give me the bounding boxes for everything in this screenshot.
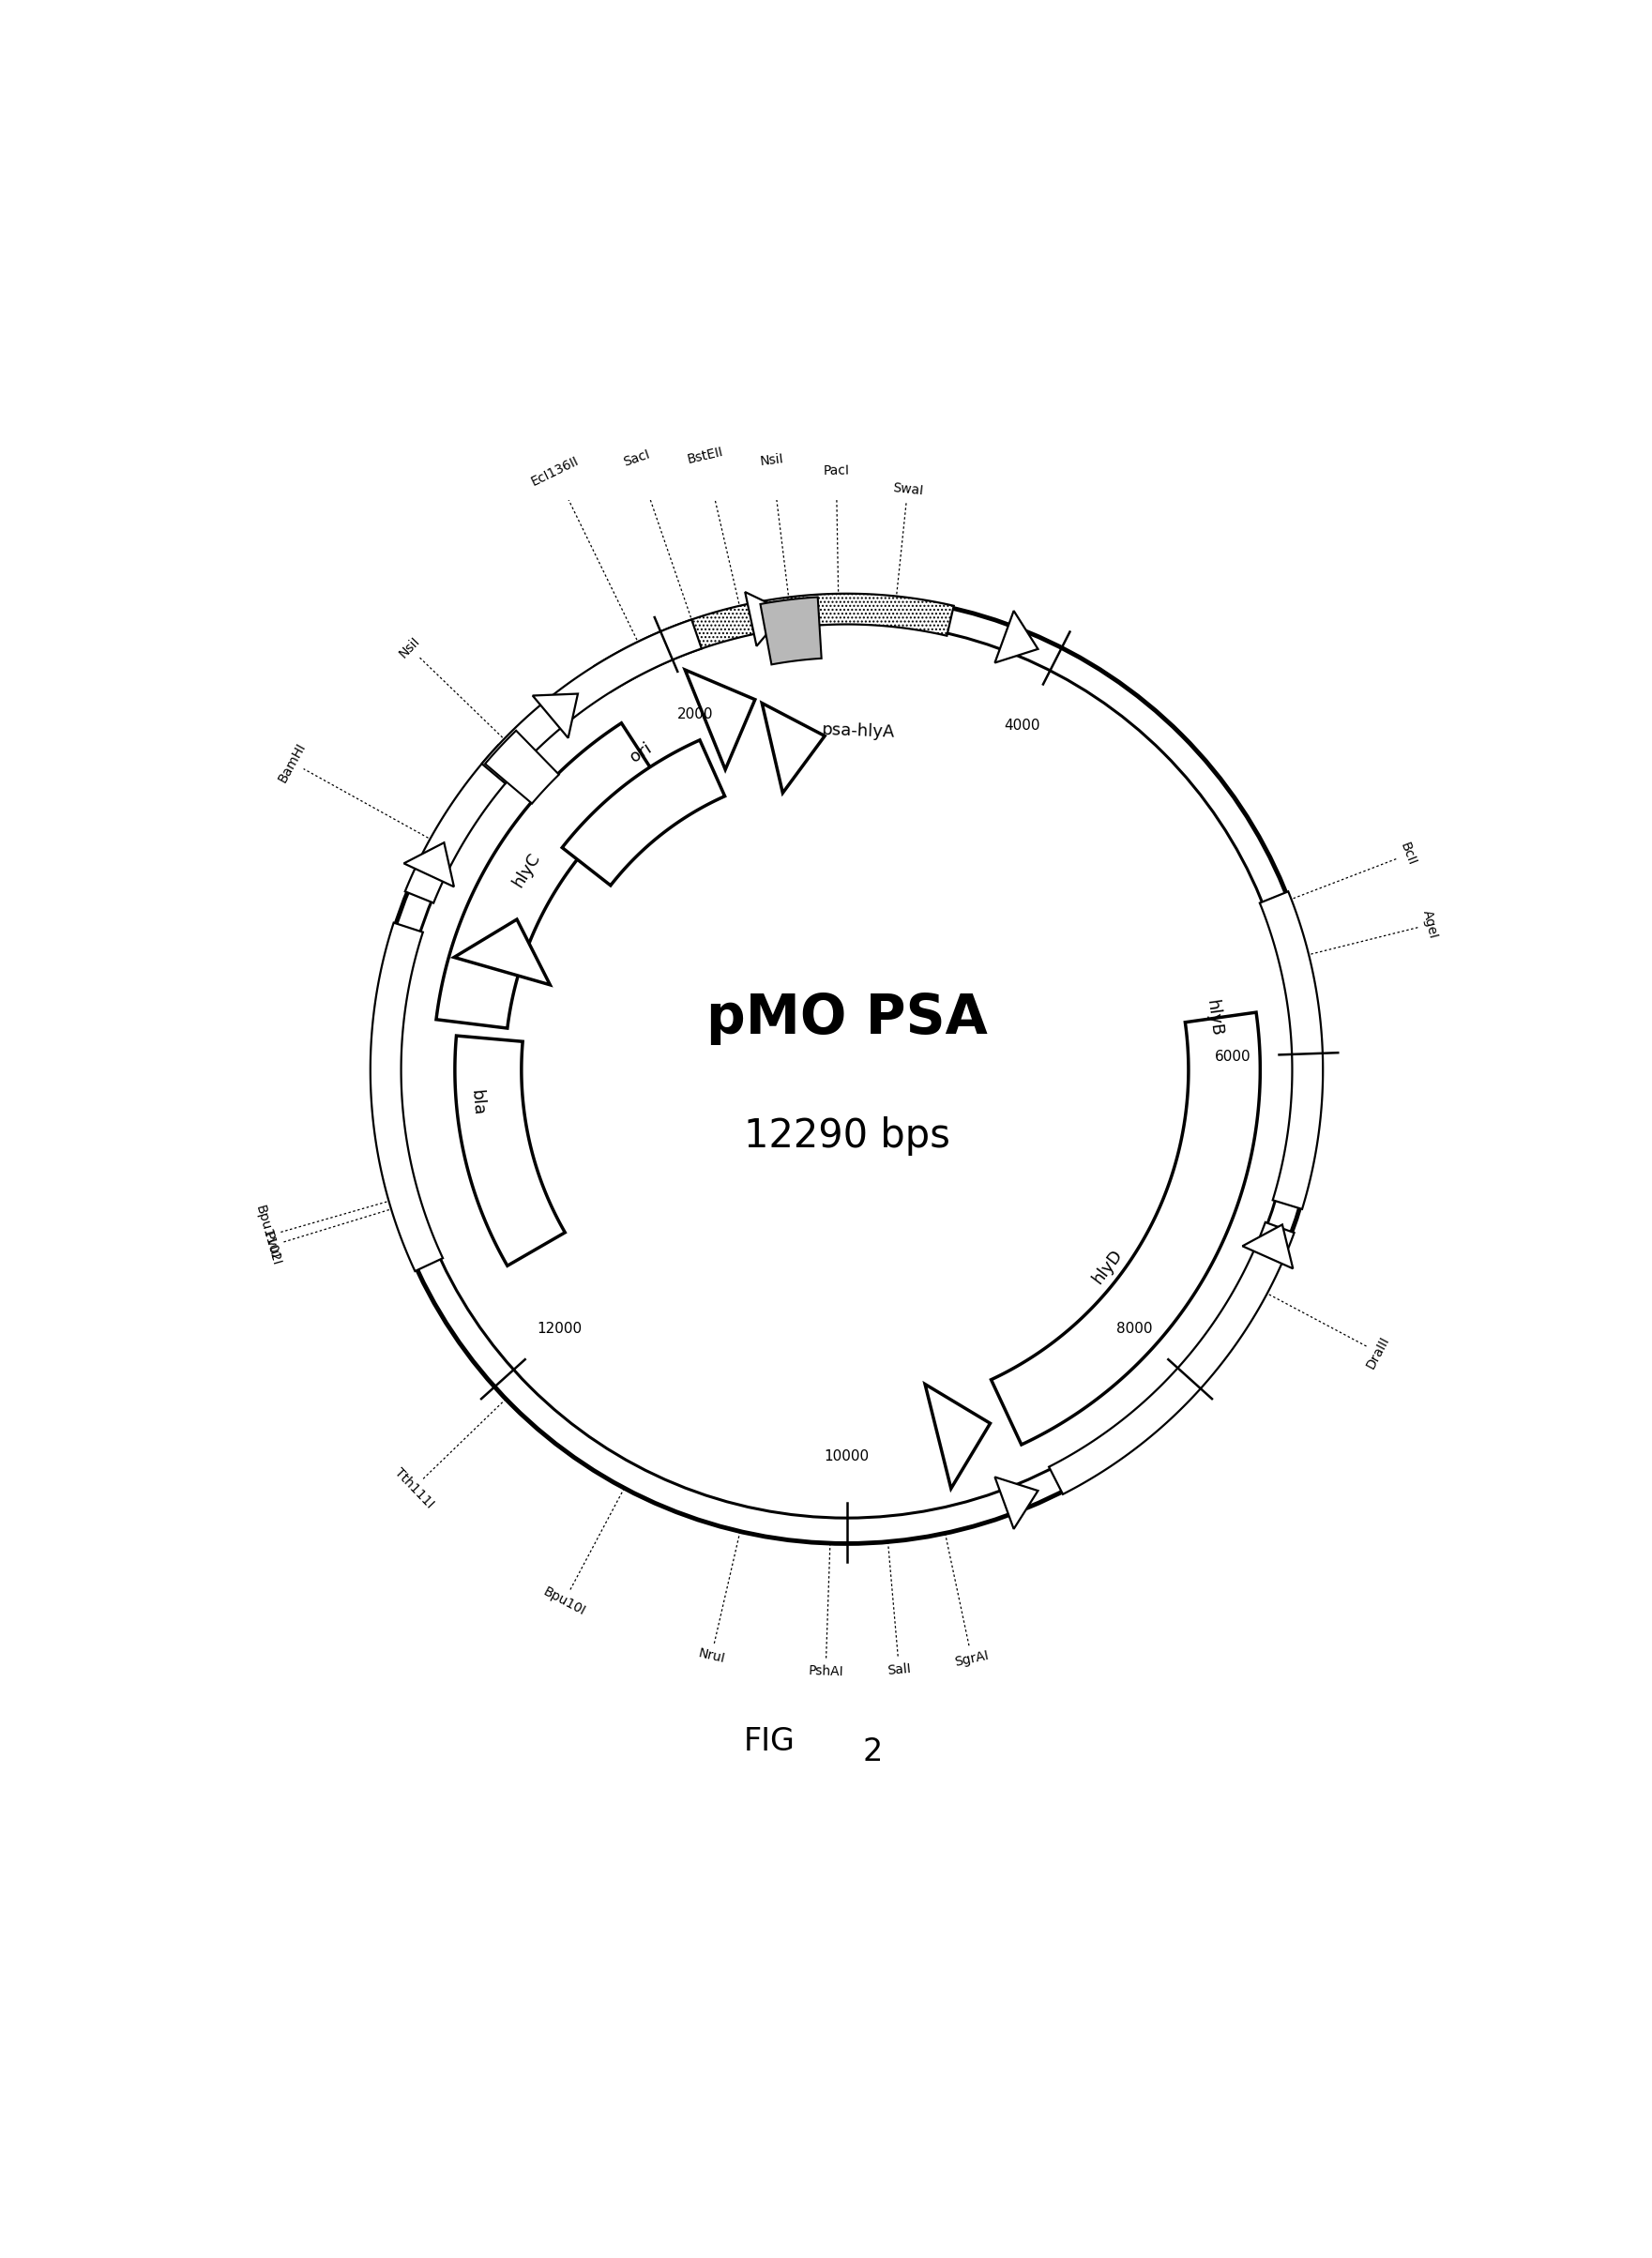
Text: bla: bla [468, 1088, 486, 1115]
Text: NsiI: NsiI [396, 634, 423, 662]
Text: BamHI: BamHI [276, 741, 309, 786]
Text: 2: 2 [862, 1736, 882, 1768]
Text: NsiI: NsiI [760, 452, 785, 467]
Polygon shape [403, 842, 454, 887]
Text: ori: ori [628, 741, 654, 765]
Polygon shape [995, 610, 1037, 664]
Text: SwaI: SwaI [892, 481, 923, 497]
Polygon shape [925, 1384, 990, 1488]
Text: 2000: 2000 [677, 707, 714, 720]
Text: Bpu1102I: Bpu1102I [253, 1204, 282, 1267]
Polygon shape [454, 919, 550, 984]
Polygon shape [991, 1012, 1260, 1445]
Text: FIG: FIG [743, 1727, 796, 1757]
Polygon shape [595, 594, 953, 691]
Text: SacI: SacI [621, 447, 651, 470]
Polygon shape [370, 924, 443, 1271]
Polygon shape [454, 1036, 565, 1267]
Text: Tth111I: Tth111I [392, 1465, 436, 1511]
Text: Bpu10I: Bpu10I [540, 1585, 588, 1617]
Text: psa-hlyA: psa-hlyA [821, 720, 895, 741]
Text: SalI: SalI [887, 1662, 912, 1678]
Polygon shape [1049, 1222, 1294, 1495]
Text: BstEII: BstEII [686, 445, 724, 467]
Polygon shape [686, 671, 755, 770]
Text: PvuI: PvuI [261, 1231, 281, 1260]
Polygon shape [532, 693, 578, 738]
Text: AgeI: AgeI [1421, 908, 1441, 939]
Polygon shape [562, 741, 725, 885]
Text: DraIII: DraIII [1365, 1334, 1393, 1371]
Text: pMO PSA: pMO PSA [705, 991, 988, 1045]
Text: hlyC: hlyC [509, 849, 544, 890]
Text: 10000: 10000 [824, 1450, 869, 1463]
Text: NruI: NruI [697, 1646, 725, 1666]
Polygon shape [1242, 1224, 1294, 1269]
Text: PshAI: PshAI [808, 1664, 844, 1678]
Text: 6000: 6000 [1214, 1050, 1251, 1064]
Text: 12000: 12000 [537, 1321, 582, 1337]
Text: EcI136II: EcI136II [529, 454, 582, 488]
Text: 8000: 8000 [1117, 1321, 1151, 1337]
Polygon shape [762, 702, 824, 793]
Text: hlyB: hlyB [1203, 998, 1226, 1039]
Polygon shape [405, 745, 520, 903]
Text: 12290 bps: 12290 bps [743, 1118, 950, 1156]
Polygon shape [436, 723, 661, 1027]
Text: BcII: BcII [1398, 840, 1419, 867]
Text: 4000: 4000 [1004, 718, 1041, 732]
Polygon shape [995, 1477, 1037, 1529]
Polygon shape [486, 732, 558, 804]
Polygon shape [1260, 892, 1323, 1208]
Polygon shape [482, 619, 702, 784]
Polygon shape [745, 592, 786, 646]
Polygon shape [760, 596, 821, 664]
Text: PacI: PacI [823, 463, 849, 479]
Text: hlyD: hlyD [1089, 1246, 1125, 1287]
Text: SgrAI: SgrAI [953, 1648, 990, 1669]
